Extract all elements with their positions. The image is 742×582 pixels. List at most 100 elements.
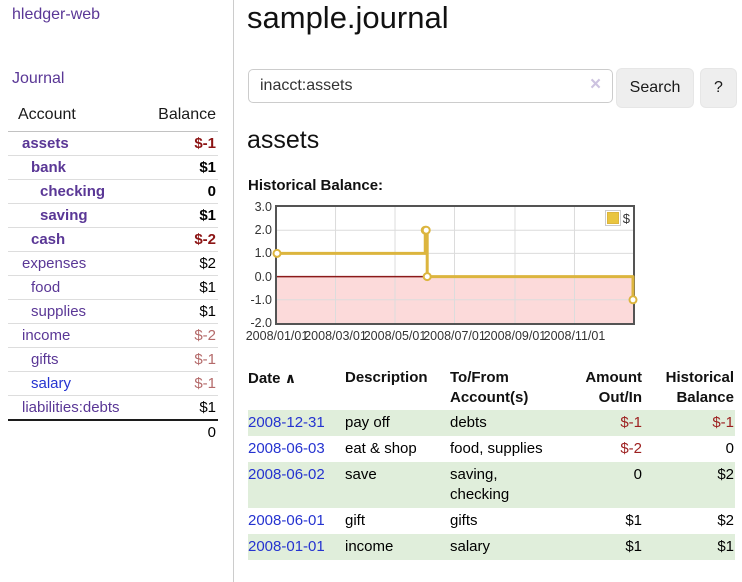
account-link[interactable]: liabilities:debts <box>22 399 120 416</box>
account-row: gifts $-1 <box>8 347 218 372</box>
transaction-date-link[interactable]: 2008-06-01 <box>248 512 325 529</box>
transaction-row: 2008-06-01 gift gifts $1 $2 <box>248 508 735 534</box>
account-balance: 0 <box>137 179 218 204</box>
account-row: food $1 <box>8 275 218 300</box>
transactions-header-row: Date ∧ Description To/From Account(s) Am… <box>248 366 735 410</box>
account-link[interactable]: gifts <box>31 351 59 368</box>
help-button[interactable]: ? <box>700 68 737 108</box>
accounts-total-spacer <box>8 419 138 444</box>
transaction-balance: $2 <box>643 462 735 508</box>
legend-label: $ <box>622 210 630 226</box>
account-link[interactable]: bank <box>31 159 67 176</box>
sidebar-item-journal[interactable]: Journal <box>12 70 65 87</box>
x-tick-label: 2008/01/01 <box>245 329 309 343</box>
x-tick-label: 2008/11/01 <box>543 329 606 343</box>
page-title: sample.journal <box>247 0 449 35</box>
account-balance: $1 <box>137 275 218 300</box>
transaction-date-cell: 2008-12-31 <box>248 410 345 436</box>
account-link[interactable]: supplies <box>31 303 87 320</box>
transaction-description: pay off <box>345 410 450 436</box>
account-name-cell: supplies <box>8 299 138 324</box>
transaction-accounts: saving, checking <box>450 462 554 508</box>
accounts-table: Account Balance assets $-1 bank $1 checking 0… <box>8 102 218 444</box>
account-name-cell: salary <box>8 371 138 396</box>
account-row: expenses $2 <box>8 251 218 276</box>
transaction-accounts: debts <box>450 410 554 436</box>
account-link[interactable]: checking <box>40 183 106 200</box>
transaction-date-cell: 2008-06-01 <box>248 508 345 534</box>
transaction-row: 2008-06-02 save saving, checking 0 $2 <box>248 462 735 508</box>
transaction-description: save <box>345 462 450 508</box>
transactions-body: 2008-12-31 pay off debts $-1 $-1 2008-06-03 ea… <box>248 410 735 560</box>
clear-search-icon[interactable]: × <box>590 74 602 95</box>
transaction-balance: $1 <box>643 534 735 560</box>
transaction-accounts: food, supplies <box>450 440 543 457</box>
sort-ascending-icon: ∧ <box>284 370 297 386</box>
account-row: liabilities:debts $1 <box>8 395 218 421</box>
x-tick-label: 2008/03/01 <box>304 329 367 343</box>
col-tofrom: To/From Account(s) <box>450 369 529 406</box>
x-tick-label: 2008/05/01 <box>363 329 427 343</box>
col-description: Description <box>345 369 428 386</box>
account-row: assets $-1 <box>8 131 218 156</box>
account-balance: $2 <box>137 251 218 276</box>
account-link[interactable]: assets <box>22 135 69 152</box>
transaction-amount: $1 <box>554 534 643 560</box>
account-name-cell: assets <box>8 131 138 156</box>
transaction-date-cell: 2008-06-02 <box>248 462 345 508</box>
transaction-amount: $-1 <box>554 410 643 436</box>
account-name-cell: gifts <box>8 347 138 372</box>
account-balance: $-2 <box>137 323 218 348</box>
transaction-date-link[interactable]: 2008-06-03 <box>248 440 325 457</box>
transaction-row: 2008-06-03 eat & shop food, supplies $-2 0 <box>248 436 735 462</box>
transaction-balance: 0 <box>725 440 734 457</box>
account-row: income $-2 <box>8 323 218 348</box>
accounts-header-balance: Balance <box>137 102 218 132</box>
transaction-date-cell: 2008-06-03 <box>248 436 345 462</box>
transaction-date-link[interactable]: 2008-12-31 <box>248 414 325 431</box>
col-amount: Amount Out/In <box>585 369 642 406</box>
account-row: cash $-2 <box>8 227 218 252</box>
account-balance: $-1 <box>137 131 218 156</box>
transaction-balance: $-1 <box>643 410 735 436</box>
account-row: supplies $1 <box>8 299 218 324</box>
search-input[interactable] <box>248 69 613 103</box>
account-name-cell: income <box>8 323 138 348</box>
transaction-description: gift <box>345 512 366 529</box>
transaction-amount: $-2 <box>620 440 642 457</box>
chart-title: Historical Balance: <box>248 177 384 194</box>
account-balance: $-1 <box>137 371 218 396</box>
account-link[interactable]: saving <box>40 207 88 224</box>
search-button[interactable]: Search <box>616 68 694 108</box>
transaction-row: 2008-01-01 income salary $1 $1 <box>248 534 735 560</box>
account-row: bank $1 <box>8 155 218 180</box>
account-name-cell: cash <box>8 227 138 252</box>
account-row: saving $1 <box>8 203 218 228</box>
y-tick-label: 3.0 <box>254 200 272 214</box>
account-name-cell: food <box>8 275 138 300</box>
account-name-cell: checking <box>8 179 138 204</box>
transaction-amount: 0 <box>554 462 643 508</box>
account-link[interactable]: expenses <box>22 255 87 272</box>
accounts-total-value: 0 <box>137 419 218 444</box>
balance-chart: 3.0 2.0 1.0 0.0 -1.0 -2.0 $ 2008/01/01 2008/03… <box>243 200 739 348</box>
account-link[interactable]: income <box>22 327 71 344</box>
transaction-description: eat & shop <box>345 440 417 457</box>
transaction-accounts: gifts <box>450 512 478 529</box>
transaction-date-link[interactable]: 2008-01-01 <box>248 538 325 555</box>
account-link[interactable]: salary <box>31 375 72 392</box>
col-date[interactable]: Date ∧ <box>248 366 345 410</box>
account-link[interactable]: cash <box>31 231 66 248</box>
accounts-body: assets $-1 bank $1 checking 0 saving $1 cash $-2 e… <box>8 131 218 421</box>
brand-link[interactable]: hledger-web <box>12 6 101 23</box>
plot-area: $ <box>272 205 638 325</box>
account-link[interactable]: food <box>31 279 61 296</box>
legend-colorbox <box>604 210 621 226</box>
x-tick-label: 2008/07/01 <box>423 329 486 343</box>
transaction-accounts: salary <box>450 534 554 560</box>
transaction-date-link[interactable]: 2008-06-02 <box>248 466 325 483</box>
account-heading: assets <box>247 126 320 154</box>
y-tick-label: 0.0 <box>254 269 272 284</box>
col-historical: Historical Balance <box>665 369 734 406</box>
